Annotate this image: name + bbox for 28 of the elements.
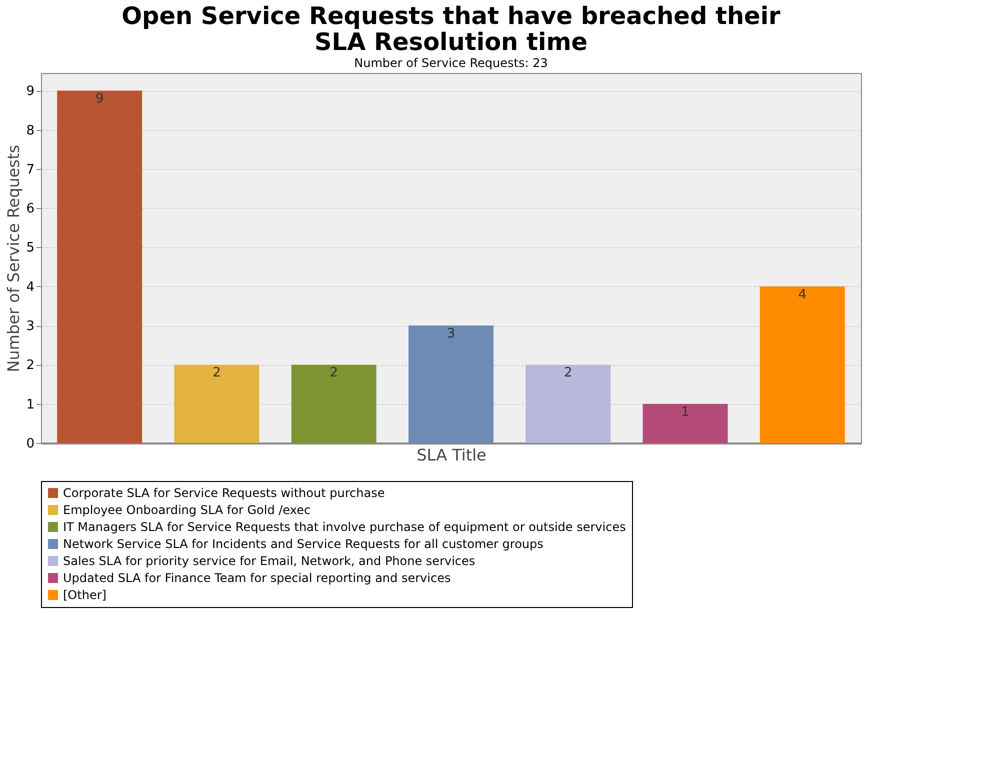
y-tick-label: 1 — [26, 397, 34, 412]
legend-label: Network Service SLA for Incidents and Service Requests for all customer groups — [63, 537, 544, 551]
y-axis-title: Number of Service Requests — [4, 144, 24, 372]
y-tick-label: 6 — [26, 202, 34, 217]
y-tick-label: 4 — [26, 280, 34, 295]
data-label: 2 — [564, 366, 572, 381]
y-tick-label: 5 — [26, 240, 34, 256]
y-tick-label: 7 — [26, 162, 34, 178]
data-label: 9 — [95, 92, 104, 107]
data-label: 4 — [798, 287, 807, 302]
y-tick-label: 2 — [26, 358, 34, 374]
chart-title: Open Service Requests that have breached their SLA Resolution time — [122, 2, 781, 56]
data-label: 2 — [330, 366, 338, 381]
legend-label: Sales SLA for priority service for Email, Network, and Phone services — [63, 554, 476, 568]
x-axis-title: SLA Title — [416, 446, 486, 464]
legend-label: IT Managers SLA for Service Requests that involve purchase of equipment or outside services — [63, 520, 626, 534]
y-tick-label: 0 — [26, 436, 34, 452]
data-label: 2 — [212, 366, 221, 381]
data-label: 1 — [681, 404, 690, 420]
legend-label: [Other] — [63, 588, 106, 602]
legend-label: Updated SLA for Finance Team for special reporting and services — [63, 571, 451, 585]
chart-subtitle: Number of Service Requests: 23 — [354, 56, 548, 70]
y-tick-label: 9 — [26, 84, 34, 100]
y-tick-label: 3 — [26, 319, 34, 334]
legend-label: Corporate SLA for Service Requests without purchase — [63, 486, 385, 500]
y-tick-label: 8 — [26, 123, 34, 138]
data-label: 3 — [446, 326, 456, 342]
legend-label: Employee Onboarding SLA for Gold /exec — [63, 503, 311, 517]
